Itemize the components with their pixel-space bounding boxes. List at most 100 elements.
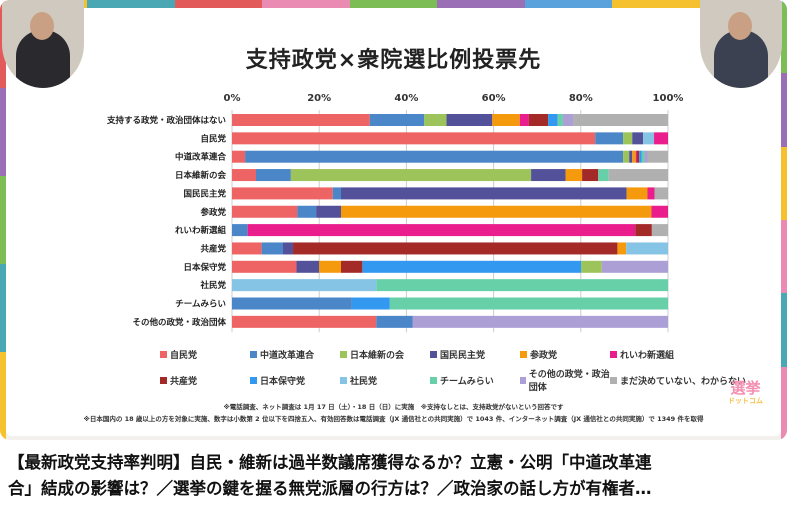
- legend-item: 日本保守党: [250, 367, 340, 393]
- bar-segment: [565, 169, 583, 182]
- bar-segment: [581, 260, 602, 273]
- bar-segment: [232, 132, 596, 145]
- bar-segment: [232, 187, 333, 200]
- row-label: 支持する政党・政治団体はない: [106, 115, 226, 126]
- legend-label: 共産党: [170, 376, 198, 387]
- bar-segment: [232, 169, 256, 182]
- video-title[interactable]: 【最新政党支持率判明】自民・維新は過半数議席獲得なるか？立憲・公明「中道改革連 …: [8, 450, 783, 502]
- row-label: チームみらい: [175, 300, 226, 310]
- stacked-bar-chart: 0% 20% 40% 60% 80% 100% 支持する政党・政治団体はない自民党中道改革連…: [106, 93, 684, 333]
- legend-label: 中道改革連合: [260, 351, 315, 361]
- bar-segment: [389, 297, 668, 310]
- legend-swatch: [520, 376, 526, 384]
- row-label: その他の政党・政治団体: [132, 317, 226, 328]
- row-label: れいわ新選組: [175, 225, 227, 236]
- bar-segment: [293, 242, 618, 255]
- bar-segment: [232, 150, 246, 163]
- bar-segment: [562, 114, 574, 126]
- legend-label: 参政党: [530, 351, 558, 361]
- bar-segment: [632, 150, 636, 163]
- bar-segment: [629, 150, 633, 163]
- bar-segment: [341, 187, 627, 200]
- speaker-camera-right: [700, 0, 782, 88]
- bar-segment: [255, 169, 291, 182]
- bar-segment: [519, 114, 529, 126]
- bar-segment: [319, 260, 341, 273]
- legend-label: まだ決めていない、わからない: [620, 376, 747, 387]
- legend-item: まだ決めていない、わからない: [610, 367, 770, 393]
- video-thumbnail[interactable]: 支持政党×衆院選比例投票先 0% 20% 40% 60% 80% 100% 支持する政党・政…: [0, 0, 787, 440]
- video-title-line-2: 合」結成の影響は？／選挙の鍵を握る無党派層の行方は？／政治家の話し方が有権者…: [8, 479, 652, 498]
- bar-segment: [362, 260, 582, 273]
- speaker-camera-left: [2, 0, 84, 88]
- bar-segment: [617, 242, 627, 255]
- bar-segment: [283, 242, 294, 255]
- bar-segment: [369, 114, 425, 126]
- bar-segment: [626, 242, 668, 255]
- x-tick-label: 100%: [653, 93, 684, 104]
- row-label: 中道改革連合: [175, 152, 227, 163]
- row-label: 社民党: [199, 280, 226, 291]
- bar-segment: [639, 150, 642, 163]
- bar-segment: [641, 150, 645, 163]
- legend-swatch: [250, 351, 257, 358]
- row-label: 共産党: [200, 243, 226, 254]
- x-tick-label: 40%: [394, 93, 418, 104]
- bar-segment: [412, 315, 668, 328]
- row-label: 国民民主党: [183, 188, 226, 199]
- legend-label: チームみらい: [440, 376, 494, 387]
- bar-segment: [635, 224, 652, 237]
- bar-segment: [297, 205, 317, 218]
- bar-segment: [290, 169, 532, 182]
- legend-item: 自民党: [160, 348, 250, 361]
- logo-text-top: 選挙: [730, 379, 761, 397]
- bar-segment: [232, 242, 262, 255]
- legend-item: 社民党: [340, 367, 430, 393]
- row-label: 日本保守党: [183, 262, 226, 273]
- bar-segment: [261, 242, 284, 255]
- legend-row-2: 共産党 日本保守党 社民党 チームみらい その他の政党・政治団体 まだ決めていない、わから…: [160, 367, 770, 393]
- bar-segment: [557, 114, 563, 126]
- bar-segment: [341, 205, 652, 218]
- bar-segment: [601, 260, 668, 273]
- survey-note-2: ※日本国内の 18 歳以上の方を対象に実施、数字は小数第 2 位以下を四捨五入、…: [83, 415, 704, 423]
- bar-segment: [232, 260, 297, 273]
- bar-segment: [573, 114, 668, 126]
- legend-label: れいわ新選組: [620, 351, 675, 361]
- legend-item: 日本維新の会: [340, 348, 430, 361]
- legend-swatch: [430, 376, 437, 384]
- bar-segment: [548, 114, 558, 126]
- legend-label: その他の政党・政治団体: [528, 370, 610, 393]
- x-tick-label: 20%: [307, 93, 331, 104]
- legend-item: その他の政党・政治団体: [520, 367, 610, 393]
- legend-row-1: 自民党 中道改革連合 日本維新の会 国民民主党 参政党 れいわ新選組: [160, 348, 700, 361]
- bar-segment: [232, 114, 370, 126]
- bar-segment: [528, 114, 549, 126]
- legend-swatch: [250, 376, 257, 384]
- legend-label: 社民党: [350, 376, 378, 387]
- legend-swatch: [340, 351, 347, 358]
- row-label: 自民党: [200, 133, 226, 144]
- legend-swatch: [160, 376, 167, 384]
- bar-segment: [232, 297, 352, 310]
- bar-segment: [232, 224, 248, 237]
- bar-segment: [247, 224, 636, 237]
- bar-segment: [245, 150, 624, 163]
- bar-segment: [647, 150, 668, 163]
- legend-swatch: [340, 376, 347, 384]
- x-tick-label: 80%: [569, 93, 593, 104]
- video-title-line-1: 【最新政党支持率判明】自民・維新は過半数議席獲得なるか？立憲・公明「中道改革連: [8, 453, 652, 472]
- bar-segment: [446, 114, 493, 126]
- survey-note-1: ※電話調査、ネット調査は 1月 17 日（土）・18 日（日）に実施 ※支持なし…: [223, 403, 564, 411]
- bar-segment: [623, 150, 630, 163]
- legend-item: れいわ新選組: [610, 348, 700, 361]
- legend-item: 国民民主党: [430, 348, 520, 361]
- legend-swatch: [160, 351, 167, 358]
- bar-segment: [582, 169, 599, 182]
- chart-title: 支持政党×衆院選比例投票先: [245, 48, 542, 73]
- legend-label: 自民党: [170, 351, 198, 361]
- x-tick-label: 60%: [482, 93, 506, 104]
- bar-segment: [424, 114, 447, 126]
- bar-segment: [623, 132, 633, 145]
- legend-swatch: [520, 351, 527, 358]
